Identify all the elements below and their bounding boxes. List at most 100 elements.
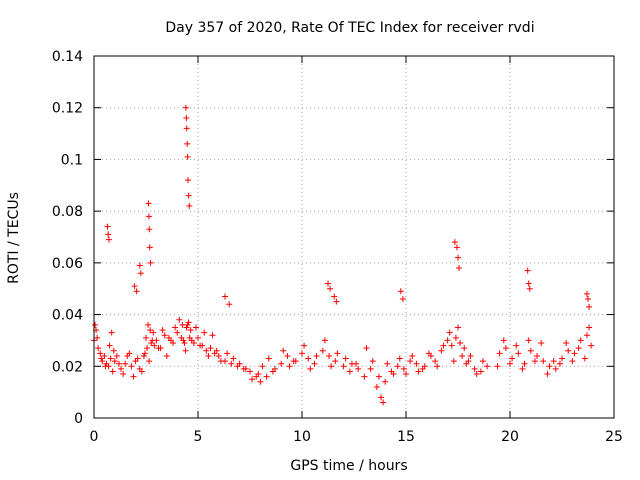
data-point xyxy=(174,329,181,336)
data-point xyxy=(521,360,528,367)
data-point xyxy=(390,371,397,378)
data-point xyxy=(257,378,264,385)
data-point xyxy=(265,355,272,362)
data-point xyxy=(133,288,140,295)
data-point xyxy=(325,280,331,287)
data-point xyxy=(340,363,347,370)
data-point xyxy=(205,352,212,359)
data-point xyxy=(120,371,127,378)
data-point xyxy=(284,352,291,359)
data-point xyxy=(459,352,466,359)
data-point xyxy=(479,358,486,365)
data-point xyxy=(538,340,545,347)
data-point xyxy=(183,125,190,132)
data-point xyxy=(563,340,570,347)
x-tick-label: 0 xyxy=(90,429,99,445)
data-point xyxy=(222,293,229,300)
data-point xyxy=(502,345,509,352)
data-point xyxy=(382,378,389,385)
data-point xyxy=(185,192,192,199)
data-point xyxy=(215,352,222,359)
data-point xyxy=(207,345,214,352)
data-point xyxy=(586,303,593,310)
data-point xyxy=(292,358,299,365)
data-point xyxy=(105,236,112,243)
data-point xyxy=(186,202,193,209)
data-point xyxy=(195,334,201,341)
data-point xyxy=(217,358,224,365)
data-point xyxy=(451,239,458,246)
data-point xyxy=(484,363,491,370)
data-point xyxy=(456,265,463,272)
data-point xyxy=(286,363,293,370)
data-point xyxy=(180,337,187,344)
data-point xyxy=(333,298,340,305)
data-point xyxy=(409,352,416,359)
data-point xyxy=(571,350,578,357)
data-point xyxy=(400,365,407,372)
data-points xyxy=(91,104,595,406)
data-point xyxy=(471,365,478,372)
y-tick-label: 0 xyxy=(74,411,83,427)
data-point xyxy=(197,342,204,349)
data-point xyxy=(146,358,153,365)
tick-labels: 0 5 10 15 20 25 0 0.02 0.04 0.06 0.08 0.1 0.12 0.14 xyxy=(52,49,623,445)
data-point xyxy=(569,358,576,365)
data-point xyxy=(496,350,503,357)
data-point xyxy=(427,352,434,359)
data-point xyxy=(355,365,362,372)
data-point xyxy=(183,115,190,122)
data-point xyxy=(145,321,152,328)
data-point xyxy=(263,373,270,380)
data-point xyxy=(556,360,563,367)
data-point xyxy=(527,347,534,354)
data-point xyxy=(151,342,158,349)
x-tick-label: 25 xyxy=(605,429,623,445)
data-point xyxy=(118,365,125,372)
data-point xyxy=(550,358,557,365)
data-point xyxy=(122,360,129,367)
data-point xyxy=(131,283,138,290)
data-point xyxy=(434,363,441,370)
data-point xyxy=(407,358,414,365)
data-point xyxy=(176,316,183,323)
data-point xyxy=(145,200,152,207)
y-tick-label: 0.14 xyxy=(52,49,83,65)
data-point xyxy=(242,365,249,372)
data-point xyxy=(161,332,168,339)
data-point xyxy=(455,254,461,261)
x-tick-label: 10 xyxy=(293,429,311,445)
data-point xyxy=(448,342,455,349)
data-point xyxy=(104,223,111,230)
data-point xyxy=(367,365,374,372)
data-point xyxy=(540,358,547,365)
data-point xyxy=(179,321,186,328)
data-point xyxy=(534,352,541,359)
data-point xyxy=(184,153,191,160)
data-point xyxy=(259,363,266,370)
data-point xyxy=(307,365,314,372)
data-point xyxy=(184,140,191,147)
data-point xyxy=(585,296,591,303)
data-point xyxy=(213,347,220,354)
data-point xyxy=(519,365,526,372)
data-point xyxy=(588,342,595,349)
data-point xyxy=(507,360,513,367)
data-point xyxy=(109,368,116,375)
data-point xyxy=(247,368,253,375)
data-point xyxy=(271,365,278,372)
data-point xyxy=(137,270,144,277)
y-tick-label: 0.04 xyxy=(52,308,83,324)
data-point xyxy=(182,104,189,111)
data-point xyxy=(380,399,387,406)
data-point xyxy=(446,329,453,336)
data-point xyxy=(99,358,106,365)
data-point xyxy=(126,350,133,357)
data-point xyxy=(453,244,460,251)
data-point xyxy=(373,383,380,390)
data-point xyxy=(575,345,582,352)
data-point xyxy=(136,262,143,269)
data-point xyxy=(146,226,153,233)
data-point xyxy=(477,368,484,375)
y-tick-label: 0.02 xyxy=(52,359,83,375)
